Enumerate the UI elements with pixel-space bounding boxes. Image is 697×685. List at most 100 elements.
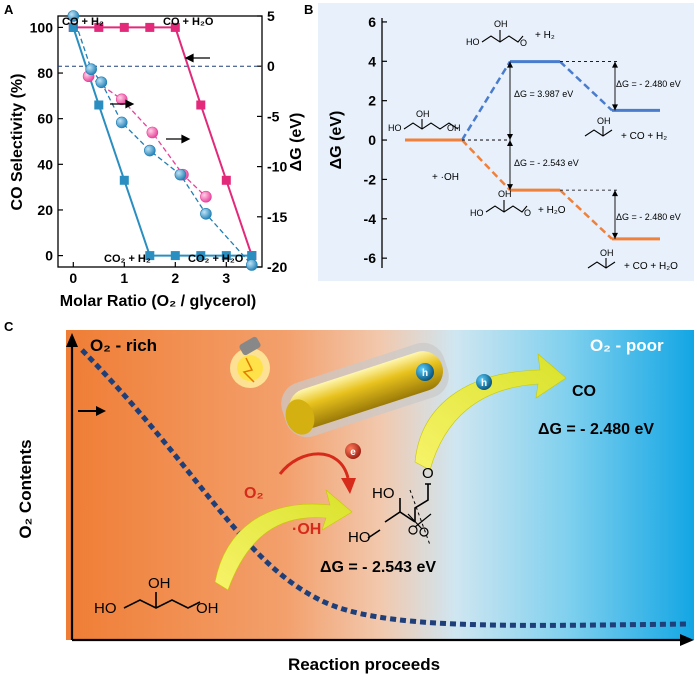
panel-c-label: C <box>4 319 14 334</box>
label-dg-down: ΔG = - 2.543 eV <box>514 158 579 168</box>
point-co-h2-7 <box>247 251 257 261</box>
label-plus-co-h2: + CO + H₂ <box>621 131 667 142</box>
dg-arrow-end-orange-head-a <box>612 190 618 197</box>
panel-c-ylabel: O₂ Contents <box>16 439 35 538</box>
c-mol-o: O <box>422 465 434 482</box>
c-mol-oh-1: OH <box>148 575 171 592</box>
label-dg-co: ΔG = - 2.480 eV <box>538 421 654 438</box>
a-xtick-label-3: 3 <box>222 270 230 286</box>
a-xtick-label-0: 0 <box>69 270 77 286</box>
scissors-icon <box>407 513 432 537</box>
connector-1-blue <box>460 60 512 141</box>
panel-a-annotations: CO + H₂ CO + H₂O CO₂ + H₂ CO₂ + H₂O <box>62 16 244 265</box>
label-o2-poor: O₂ - poor <box>590 336 664 355</box>
label-plus-oh: + ·OH <box>432 172 459 183</box>
panel-a-frame <box>57 15 263 268</box>
point-co-h2-2 <box>119 175 129 185</box>
glyceraldehyde-top-structure <box>481 30 524 43</box>
dg-arrow-mid-orange-head-a <box>507 140 513 147</box>
point-dg-blue-1 <box>85 63 97 76</box>
dg-arrow-mid-orange-head-b <box>507 184 513 191</box>
label-co: CO <box>572 383 596 400</box>
label-dg-up: ΔG = 3.987 eV <box>514 89 573 99</box>
a-ytick-label-60: 60 <box>37 111 53 127</box>
point-co-h2o-5 <box>196 100 206 110</box>
point-dg-blue-0 <box>67 10 80 22</box>
b-ytick-label-2: 2 <box>368 93 376 109</box>
annot-co2-h2o: CO₂ + H₂O <box>188 253 244 265</box>
glyceraldehyde-bottom-structure <box>485 200 528 213</box>
panel-b-labels: + H₂ + CO + H₂ + ·OH + H₂O + CO + H₂O ΔG… <box>432 30 681 272</box>
panel-b-molecules <box>403 30 616 269</box>
a-xtick-label-2: 2 <box>171 270 179 286</box>
mol-ho-2: HO <box>466 37 480 47</box>
mol-o-1: O <box>520 38 527 48</box>
label-plus-co-h2o: + CO + H₂O <box>624 261 678 272</box>
panel-a-label: A <box>4 2 14 17</box>
mol-oh-4: OH <box>597 116 611 126</box>
a-ytick-label-40: 40 <box>37 156 53 172</box>
point-co-h2-6 <box>221 251 231 261</box>
c-mol-oh-2: OH <box>196 600 219 617</box>
panel-a-series <box>67 10 258 271</box>
a-ytick-label-0: 0 <box>45 248 53 264</box>
b-ytick-label-6: 6 <box>368 14 376 30</box>
panel-a-ylabel: CO Selectivity (%) <box>9 74 26 211</box>
label-dg-blue-end: ΔG = - 2.480 eV <box>616 79 681 89</box>
c-mol-ho-1: HO <box>348 529 371 546</box>
dg-arrow-end-orange-head-b <box>612 232 618 239</box>
b-ytick-label-0: 0 <box>368 132 376 148</box>
panel-b-ylabel: ΔG (eV) <box>328 111 345 170</box>
b-ytick-label--2: -2 <box>364 171 377 187</box>
glyceraldehyde-molecule <box>367 483 431 539</box>
mol-ho-3: HO <box>470 208 484 218</box>
glycerol-start-structure <box>403 119 459 130</box>
point-dg-pink-4 <box>200 190 212 203</box>
dg-arrow-mid-blue-head-a <box>507 134 513 141</box>
c-mol-ho-2: HO <box>372 485 395 502</box>
panel-a: A CO Selectivity (%) ΔG (eV) Molar Ratio… <box>4 2 305 310</box>
mol-o-2: O <box>524 208 531 218</box>
label-plus-h2o: + H₂O <box>538 205 566 216</box>
panel-b-molecule-labels: HO OH OH HO OH O OH HO OH O OH <box>388 19 614 258</box>
point-dg-blue-3 <box>115 116 128 129</box>
electron-label: e <box>350 447 356 458</box>
point-co-h2o-4 <box>170 22 180 32</box>
label-dg-oh: ΔG = - 2.543 eV <box>320 559 436 576</box>
mol-oh-3: OH <box>494 19 508 29</box>
label-plus-h2: + H₂ <box>535 30 555 41</box>
panel-c-y-axis-arrow <box>66 333 78 347</box>
connector-2-orange <box>559 189 613 240</box>
panel-c: C O₂ Contents Reaction proceeds O₂ - ric… <box>4 319 694 674</box>
point-dg-blue-4 <box>144 144 156 157</box>
point-co-h2-1 <box>94 100 104 110</box>
hole-label-2: h <box>481 378 487 389</box>
a-ytick-label-20: 20 <box>37 202 53 218</box>
glyceraldehyde-labels: HO HO O <box>348 465 434 546</box>
mol-ho-1: HO <box>388 123 402 133</box>
panel-a-ticks: 0 20 40 60 80 100 5 0 -5 -10 -15 -20 0 1 2 3 <box>30 8 288 286</box>
c-mol-ho-3: HO <box>94 600 117 617</box>
panel-c-x-axis-arrow <box>680 634 694 646</box>
point-dg-blue-5 <box>174 168 187 181</box>
mol-oh-6: OH <box>600 248 614 258</box>
yellow-arrow-2 <box>414 353 567 471</box>
series-line-dg-pink <box>88 75 207 198</box>
point-dg-pink-1 <box>115 93 128 106</box>
lightbulb-icon <box>230 336 270 388</box>
panel-b-label: B <box>304 2 313 17</box>
mol-oh-2: OH <box>447 123 461 133</box>
point-co-h2-0 <box>68 22 78 32</box>
a-y2tick-label--10: -10 <box>267 159 287 175</box>
point-dg-blue-6 <box>200 207 212 220</box>
a-ytick-label-80: 80 <box>37 65 53 81</box>
point-dg-blue-7 <box>246 259 258 271</box>
electron-ball <box>345 443 361 459</box>
o2-content-curve <box>80 348 691 628</box>
dg-arrow-end-blue-head-b <box>612 104 618 111</box>
annot-co2-h2: CO₂ + H₂ <box>104 253 151 265</box>
red-arrow <box>278 452 350 479</box>
a-ytick-label-100: 100 <box>30 19 54 35</box>
point-co-h2o-2 <box>119 22 129 32</box>
hole-ball-2 <box>476 374 492 390</box>
